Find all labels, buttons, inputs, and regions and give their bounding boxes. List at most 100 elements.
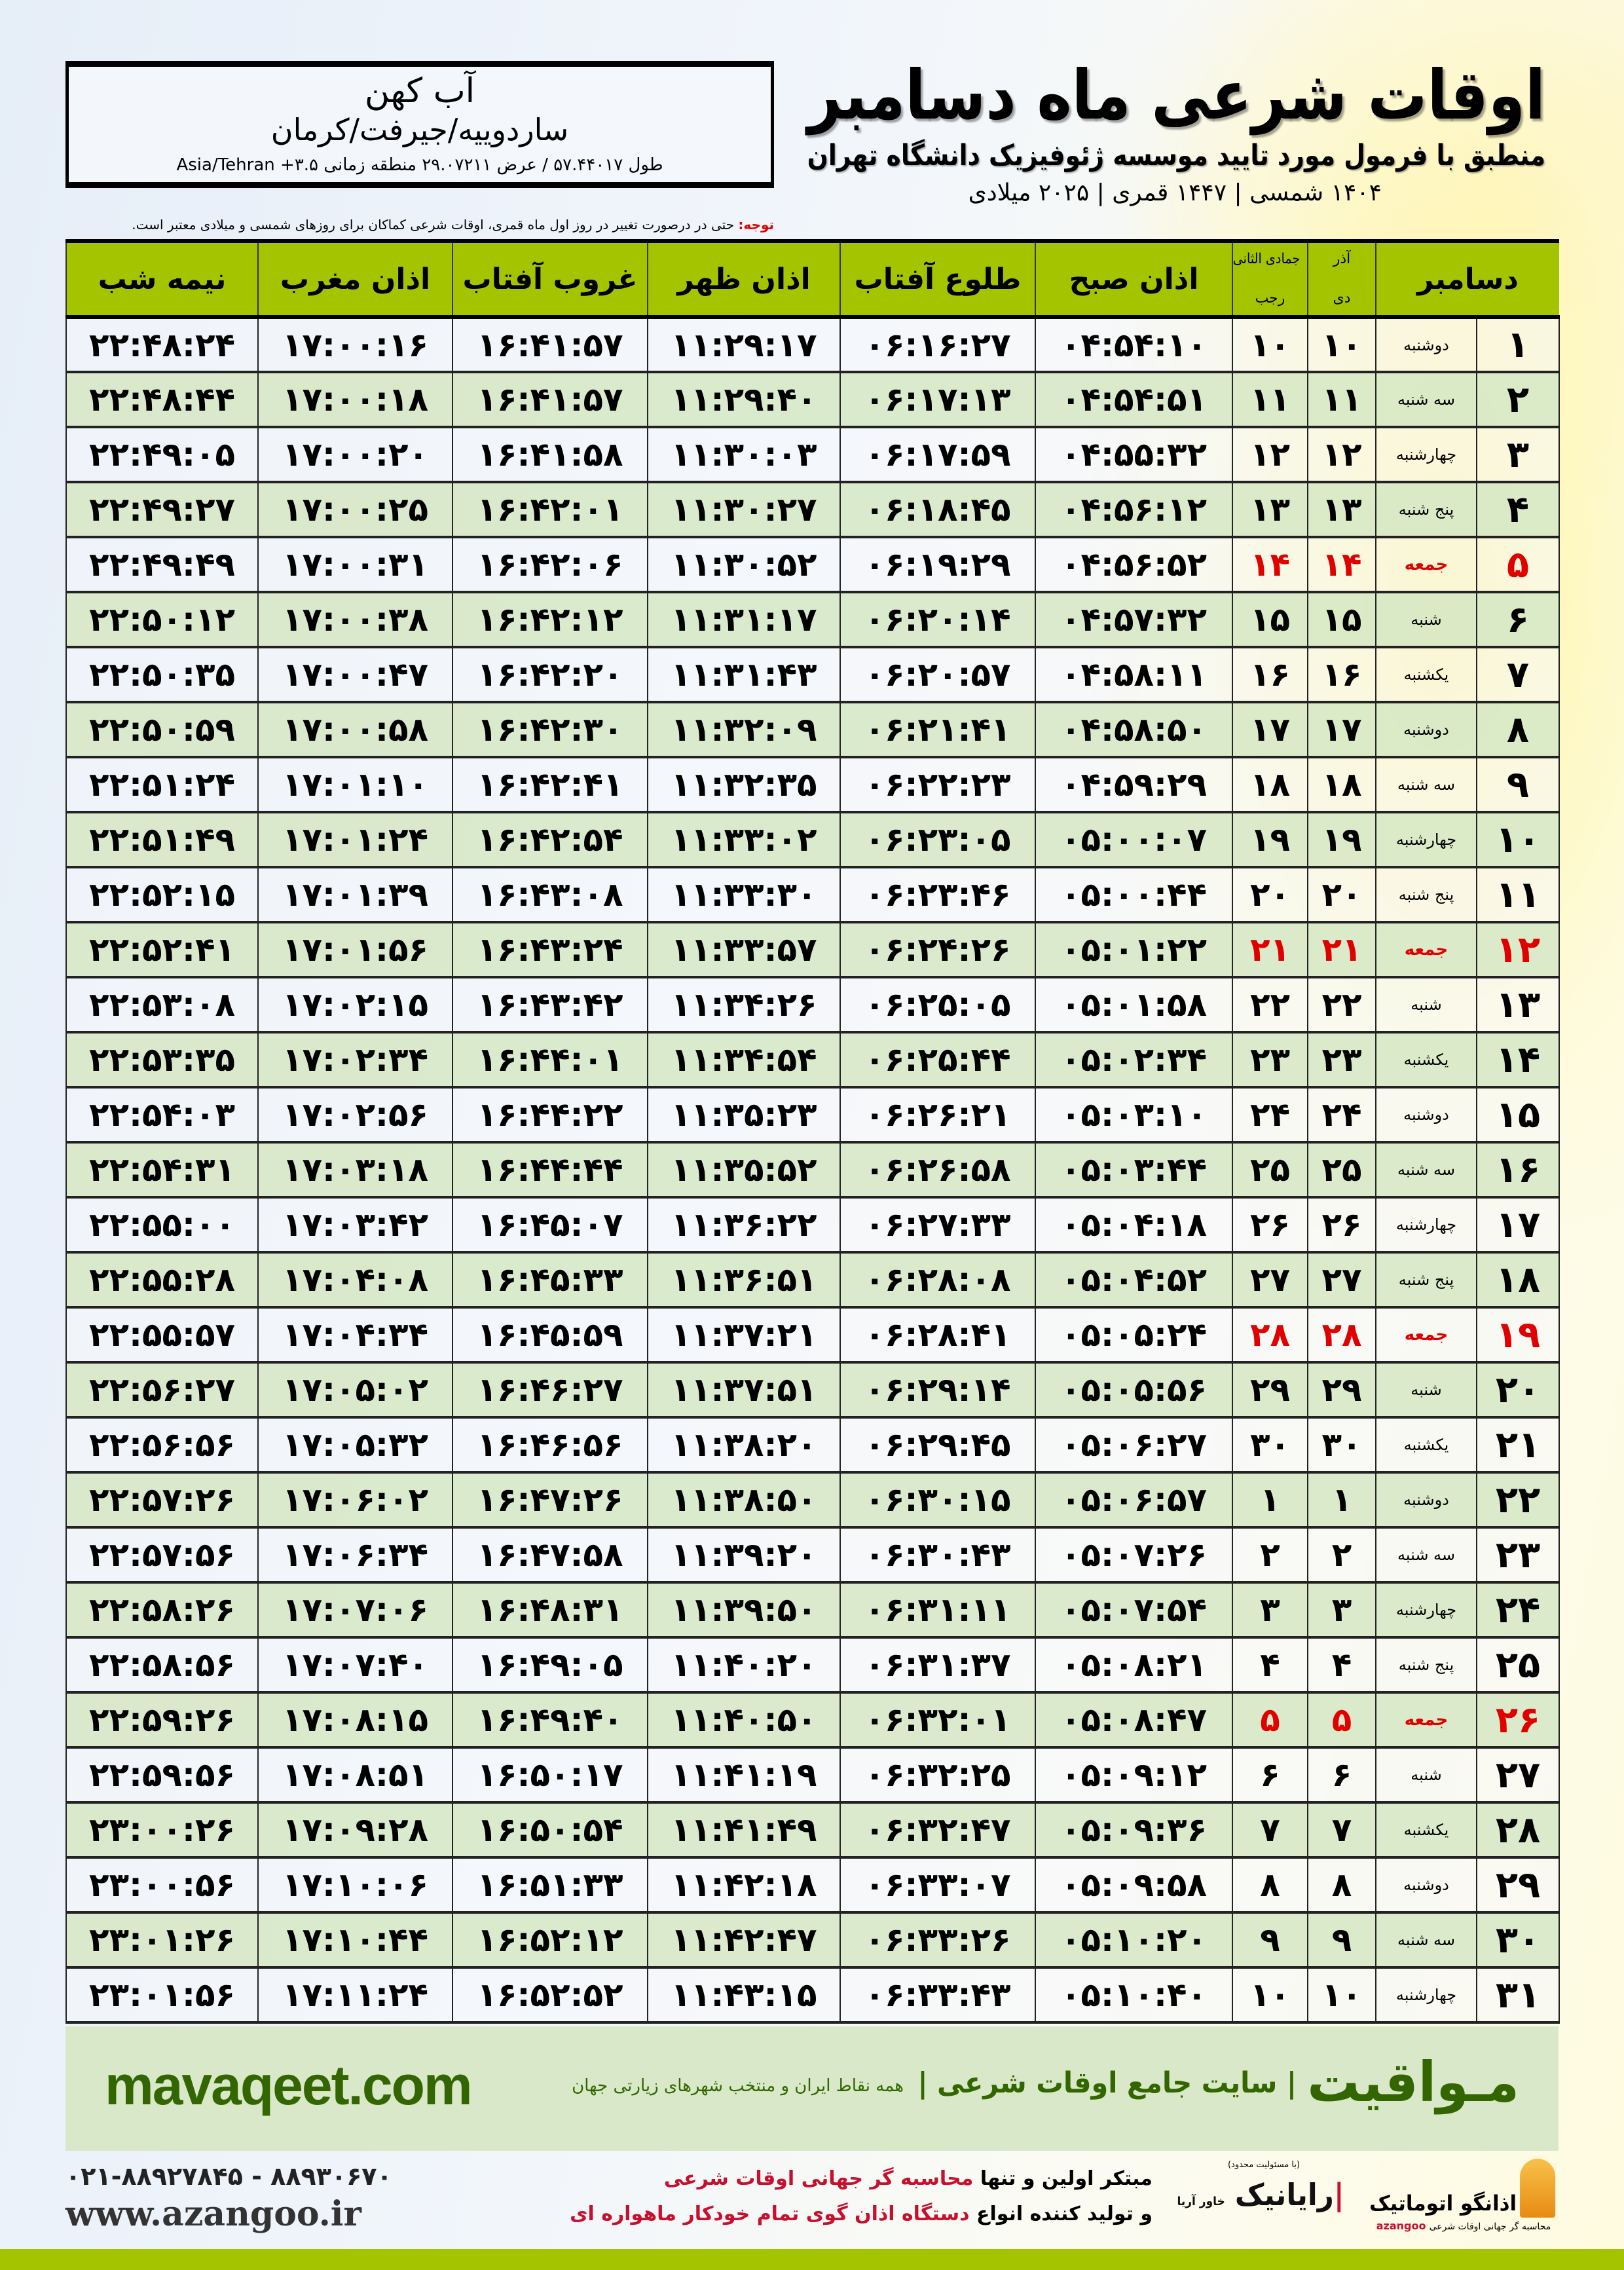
cell-tolu: ۰۶:۳۲:۴۷ [840, 1802, 1036, 1859]
cell-sobh: ۰۵:۰۵:۲۴ [1035, 1307, 1233, 1364]
azangoo-sub-row: محاسبه گر جهانی اوقات شرعی azangoo [1369, 2218, 1559, 2235]
cell-ghoroob: ۱۶:۵۰:۱۷ [452, 1747, 648, 1804]
col-sobh: اذان صبح [1035, 239, 1232, 319]
cell-sobh: ۰۵:۰۴:۵۲ [1035, 1252, 1233, 1309]
col-nime: نیمه شب [65, 239, 258, 319]
cell-weekday: دوشنبه [1375, 1857, 1478, 1914]
cell-ghoroob: ۱۶:۴۲:۵۴ [452, 811, 648, 868]
cell-rajab-day: ۲۲ [1232, 977, 1308, 1033]
cell-tolu: ۰۶:۳۳:۴۳ [840, 1967, 1036, 2024]
table-row: ۹ سه شنبه ۱۸ ۱۸ ۰۴:۵۹:۲۹ ۰۶:۲۲:۲۳ ۱۱:۳۲:۳۵ ۱۶:۴… [65, 756, 1560, 813]
footer-contact: ۰۲۱-۸۸۹۲۷۸۴۵ - ۸۸۹۳۰۶۷۰ www.azangoo.ir [65, 2160, 471, 2236]
cell-day-number: ۱۰ [1476, 811, 1560, 868]
cell-day-number: ۱۸ [1476, 1252, 1560, 1309]
cell-rajab-day: ۱۹ [1232, 811, 1308, 868]
col-rajab-label: رجب [1255, 290, 1285, 307]
cell-ghoroob: ۱۶:۴۵:۰۷ [452, 1197, 648, 1254]
cell-weekday: دوشنبه [1375, 701, 1478, 758]
cell-rajab-day: ۱۲ [1232, 426, 1308, 483]
cell-maghreb: ۱۷:۰۴:۳۴ [257, 1307, 453, 1364]
cell-weekday: شنبه [1375, 977, 1478, 1033]
table-row: ۱۳ شنبه ۲۲ ۲۲ ۰۵:۰۱:۵۸ ۰۶:۲۵:۰۵ ۱۱:۳۴:۲۶ ۱۶:۴۳:… [65, 977, 1560, 1033]
cell-day-number: ۲۵ [1476, 1637, 1560, 1694]
table-row: ۲۸ یکشنبه ۷ ۷ ۰۵:۰۹:۳۶ ۰۶:۳۲:۴۷ ۱۱:۴۱:۴۹ ۱۶:۵۰:… [65, 1802, 1560, 1859]
cell-day-number: ۱۴ [1476, 1032, 1560, 1088]
cell-dey-day: ۹ [1307, 1912, 1376, 1969]
cell-sobh: ۰۵:۰۰:۰۷ [1035, 811, 1233, 868]
cell-sobh: ۰۵:۰۸:۲۱ [1035, 1637, 1233, 1694]
cell-zohr: ۱۱:۳۵:۲۳ [647, 1087, 841, 1144]
cell-zohr: ۱۱:۳۹:۵۰ [647, 1582, 841, 1639]
cell-sobh: ۰۵:۰۴:۱۸ [1035, 1197, 1233, 1254]
cell-nime-shab: ۲۲:۴۹:۴۹ [65, 536, 259, 593]
note-text: حتی در درصورت تغییر در روز اول ماه قمری،… [132, 217, 739, 233]
cell-dey-day: ۲۷ [1307, 1252, 1376, 1309]
cell-sobh: ۰۵:۰۹:۳۶ [1035, 1802, 1233, 1859]
cell-rajab-day: ۱۰ [1232, 316, 1308, 373]
cell-sobh: ۰۵:۰۹:۵۸ [1035, 1857, 1233, 1914]
cell-rajab-day: ۳ [1232, 1582, 1308, 1639]
page-header: اوقات شرعی ماه دسامبر منطبق با فرمول مور… [792, 54, 1545, 211]
cell-ghoroob: ۱۶:۵۲:۵۲ [452, 1967, 648, 2024]
footer-website-link[interactable]: www.azangoo.ir [65, 2194, 361, 2234]
cell-weekday: چهارشنبه [1375, 1582, 1478, 1639]
azangoo-sub: محاسبه گر جهانی اوقات شرعی [1429, 2222, 1551, 2232]
cell-day-number: ۱۲ [1476, 921, 1560, 978]
cell-ghoroob: ۱۶:۴۷:۵۸ [452, 1527, 648, 1584]
banner-site-link[interactable]: mavaqeet.com [105, 2055, 473, 2116]
table-row: ۴ پنج شنبه ۱۳ ۱۳ ۰۴:۵۶:۱۲ ۰۶:۱۸:۴۵ ۱۱:۳۰:۲۷ ۱۶:… [65, 481, 1560, 538]
cell-rajab-day: ۲ [1232, 1527, 1308, 1584]
cell-rajab-day: ۲۰ [1232, 866, 1308, 923]
cell-weekday: یکشنبه [1375, 1417, 1478, 1474]
cell-zohr: ۱۱:۴۲:۴۷ [647, 1912, 841, 1969]
cell-weekday: شنبه [1375, 1362, 1478, 1419]
cell-day-number: ۲۷ [1476, 1747, 1560, 1804]
cell-tolu: ۰۶:۱۶:۲۷ [840, 316, 1036, 373]
cell-nime-shab: ۲۲:۴۸:۲۴ [65, 316, 259, 373]
cell-dey-day: ۸ [1307, 1857, 1376, 1914]
table-row: ۱۶ سه شنبه ۲۵ ۲۵ ۰۵:۰۳:۴۴ ۰۶:۲۶:۵۸ ۱۱:۳۵:۵۲ ۱۶:… [65, 1142, 1560, 1199]
promo-line2: و تولید کننده انواع دستگاه اذان گوی تمام… [498, 2197, 1153, 2232]
table-row: ۱۹ جمعه ۲۸ ۲۸ ۰۵:۰۵:۲۴ ۰۶:۲۸:۴۱ ۱۱:۳۷:۲۱ ۱۶:۴۵:… [65, 1307, 1560, 1364]
cell-zohr: ۱۱:۳۰:۰۳ [647, 426, 841, 483]
banner-subtext: همه نقاط ایران و منتخب شهرهای زیارتی جها… [572, 2076, 904, 2096]
col-rajab-top: جمادی الثانی [1232, 251, 1301, 267]
cell-sobh: ۰۵:۰۹:۱۲ [1035, 1747, 1233, 1804]
rayanik-logo: (با مسئولیت محدود) |رایانیک خاور آریا [1177, 2159, 1349, 2225]
cell-ghoroob: ۱۶:۵۱:۳۳ [452, 1857, 648, 1914]
cell-day-number: ۱۶ [1476, 1142, 1560, 1199]
cell-zohr: ۱۱:۳۵:۵۲ [647, 1142, 841, 1199]
cell-weekday: شنبه [1375, 1747, 1478, 1804]
cell-ghoroob: ۱۶:۴۶:۲۷ [452, 1362, 648, 1419]
cell-zohr: ۱۱:۴۱:۴۹ [647, 1802, 841, 1859]
cell-maghreb: ۱۷:۰۱:۱۰ [257, 756, 453, 813]
cell-tolu: ۰۶:۳۳:۰۷ [840, 1857, 1036, 1914]
cell-weekday: چهارشنبه [1375, 1197, 1478, 1254]
cell-nime-shab: ۲۲:۵۵:۲۸ [65, 1252, 259, 1309]
cell-tolu: ۰۶:۲۵:۰۵ [840, 977, 1036, 1033]
azangoo-main-row: اذانگو اتوماتیک [1369, 2155, 1556, 2218]
azangoo-name: اذانگو اتوماتیک [1369, 2191, 1517, 2216]
cell-dey-day: ۲۳ [1307, 1032, 1376, 1088]
cell-weekday: یکشنبه [1375, 1802, 1478, 1859]
cell-tolu: ۰۶:۲۷:۳۳ [840, 1197, 1036, 1254]
cell-tolu: ۰۶:۲۵:۴۴ [840, 1032, 1036, 1088]
cell-zohr: ۱۱:۳۳:۰۲ [647, 811, 841, 868]
cell-tolu: ۰۶:۳۲:۰۱ [840, 1692, 1036, 1749]
cell-day-number: ۲۰ [1476, 1362, 1560, 1419]
promo-line1: مبتکر اولین و تنها محاسبه گر جهانی اوقات… [498, 2161, 1153, 2197]
cell-dey-day: ۲۲ [1307, 977, 1376, 1033]
table-row: ۱۸ پنج شنبه ۲۷ ۲۷ ۰۵:۰۴:۵۲ ۰۶:۲۸:۰۸ ۱۱:۳۶:۵۱ ۱۶… [65, 1252, 1560, 1309]
col-dey: آذر دی [1307, 239, 1376, 319]
cell-maghreb: ۱۷:۰۹:۲۸ [257, 1802, 453, 1859]
table-row: ۱۴ یکشنبه ۲۳ ۲۳ ۰۵:۰۲:۳۴ ۰۶:۲۵:۴۴ ۱۱:۳۴:۵۴ ۱۶:۴… [65, 1032, 1560, 1088]
cell-zohr: ۱۱:۲۹:۱۷ [647, 316, 841, 373]
cell-day-number: ۹ [1476, 756, 1560, 813]
cell-rajab-day: ۱۸ [1232, 756, 1308, 813]
cell-dey-day: ۱ [1307, 1472, 1376, 1529]
cell-sobh: ۰۴:۵۵:۳۲ [1035, 426, 1233, 483]
cell-ghoroob: ۱۶:۴۹:۰۵ [452, 1637, 648, 1694]
cell-day-number: ۱۹ [1476, 1307, 1560, 1364]
cell-weekday: یکشنبه [1375, 646, 1478, 703]
cell-sobh: ۰۵:۰۶:۵۷ [1035, 1472, 1233, 1529]
